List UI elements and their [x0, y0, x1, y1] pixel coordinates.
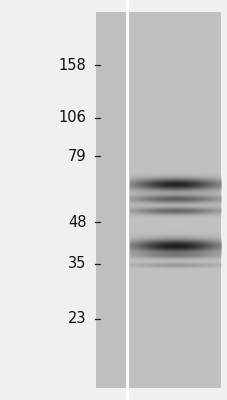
Text: 158: 158 — [59, 58, 86, 73]
Text: 106: 106 — [59, 110, 86, 125]
Text: 35: 35 — [68, 256, 86, 271]
Bar — [128, 12, 220, 388]
Text: 23: 23 — [68, 311, 86, 326]
Bar — [95, 12, 126, 388]
Text: 79: 79 — [68, 149, 86, 164]
Text: 48: 48 — [68, 214, 86, 230]
